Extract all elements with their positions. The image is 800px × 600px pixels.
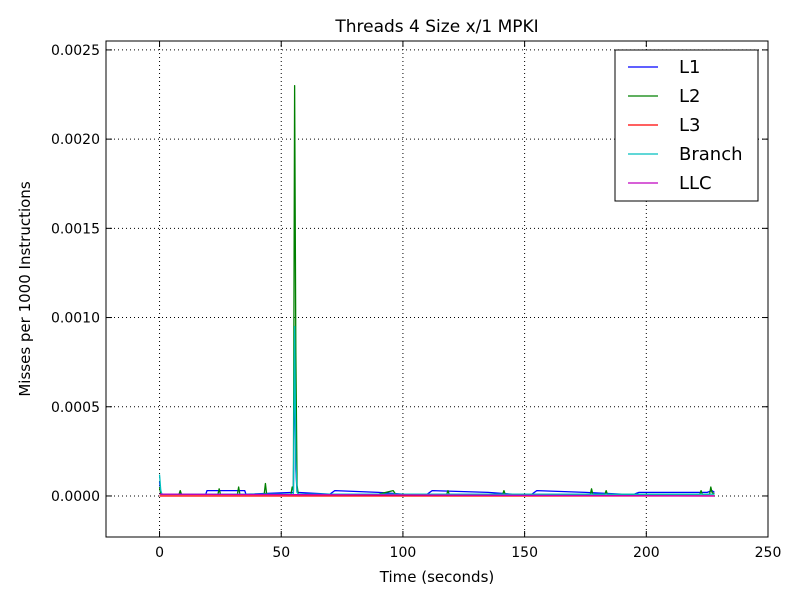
legend-label-llc: LLC xyxy=(679,173,712,194)
y-tick-label: 0.0025 xyxy=(51,43,100,59)
plot-area-frame xyxy=(105,40,769,538)
chart-title: Threads 4 Size x/1 MPKI xyxy=(334,17,538,37)
legend-label-l1: L1 xyxy=(679,57,700,78)
legend: L1 L2 L3 Branch LLC xyxy=(614,49,759,202)
x-tick-label: 250 xyxy=(755,545,782,561)
x-tick-label: 100 xyxy=(390,545,417,561)
series-line-llc xyxy=(159,493,715,497)
y-tick-label: 0.0020 xyxy=(51,132,100,148)
legend-label-l3: L3 xyxy=(679,115,700,136)
x-tick-label: 50 xyxy=(272,545,290,561)
y-tick-label: 0.0000 xyxy=(51,489,100,505)
y-tick-label: 0.0010 xyxy=(51,311,100,327)
legend-label-l2: L2 xyxy=(679,86,700,107)
x-tick-label: 0 xyxy=(155,545,164,561)
y-tick-label: 0.0015 xyxy=(51,221,100,237)
x-tick-label: 150 xyxy=(511,545,538,561)
y-tick-label: 0.0005 xyxy=(51,400,100,416)
series-line-branch xyxy=(158,325,715,495)
series-lines xyxy=(158,84,715,497)
legend-label-branch: Branch xyxy=(679,144,743,165)
x-axis-label: Time (seconds) xyxy=(379,568,495,586)
axis-ticks: 0 50 100 150 200 250 0.0000 0.0005 0.0010 0.0015 0… xyxy=(51,41,781,561)
y-axis-label: Misses per 1000 Instructions xyxy=(16,181,34,396)
x-tick-label: 200 xyxy=(633,545,660,561)
